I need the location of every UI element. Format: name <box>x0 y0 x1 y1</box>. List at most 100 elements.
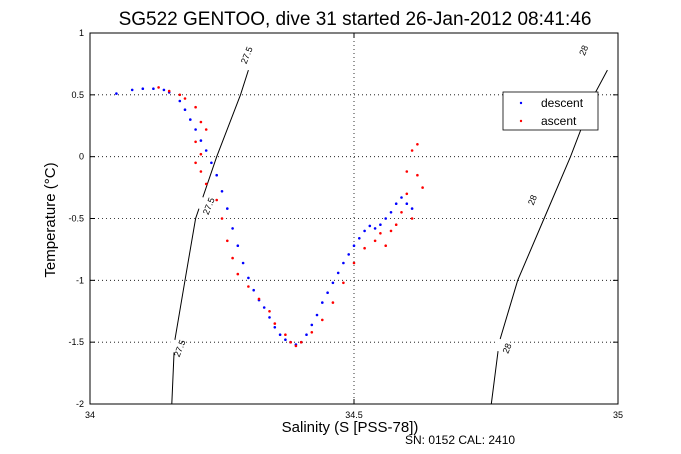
point-descent <box>379 223 382 226</box>
point-ascent <box>373 239 377 243</box>
point-ascent <box>294 344 298 348</box>
point-ascent <box>363 246 366 250</box>
legend: descent ascent <box>502 91 599 131</box>
point-descent <box>326 291 329 295</box>
point-descent <box>115 92 118 95</box>
point-descent <box>130 88 134 92</box>
point-ascent <box>183 97 187 100</box>
point-descent <box>384 217 388 220</box>
point-ascent <box>273 322 277 325</box>
point-descent <box>236 244 240 247</box>
point-descent <box>252 288 255 292</box>
point-descent <box>400 196 403 199</box>
contour-label-bg <box>571 40 597 60</box>
y-tick-label: -0.5 <box>68 214 84 224</box>
contour-label: 28 <box>501 342 514 355</box>
point-descent <box>262 306 266 309</box>
point-descent <box>231 227 234 230</box>
point-ascent <box>226 239 229 243</box>
point-descent <box>199 139 203 142</box>
point-descent <box>152 87 155 90</box>
y-tick-label: 0.5 <box>71 90 84 100</box>
point-ascent <box>321 318 324 322</box>
point-ascent <box>352 261 356 265</box>
point-ascent <box>236 272 240 276</box>
y-tick-label: -1 <box>76 275 84 285</box>
point-ascent <box>178 93 182 97</box>
point-ascent <box>299 340 303 344</box>
point-descent <box>141 87 145 90</box>
point-ascent <box>379 232 382 235</box>
y-tick-label: 1 <box>79 28 84 38</box>
point-descent <box>336 271 340 275</box>
footer-serial-cal: SN: 0152 CAL: 2410 <box>405 433 515 447</box>
y-tick-label: 0 <box>79 152 84 162</box>
point-ascent <box>394 223 398 226</box>
point-descent <box>310 323 314 327</box>
point-descent <box>178 99 182 103</box>
point-descent <box>226 207 229 210</box>
point-descent <box>284 338 287 342</box>
legend-marker-descent <box>519 101 523 105</box>
point-descent <box>204 149 208 152</box>
point-ascent <box>405 192 409 196</box>
legend-box <box>502 91 599 131</box>
point-descent <box>273 326 277 329</box>
point-ascent <box>405 170 409 173</box>
point-descent <box>405 202 409 205</box>
x-tick-label: 34.5 <box>345 410 363 420</box>
point-ascent <box>247 285 250 288</box>
axis-ticks: 34 34.5 35 -2 -1.5 -1 -0.5 0 0.5 1 <box>68 28 623 420</box>
point-descent <box>189 118 192 121</box>
point-descent <box>321 301 324 304</box>
point-ascent <box>268 310 271 313</box>
legend-label-ascent: ascent <box>541 114 577 128</box>
point-descent <box>410 207 414 210</box>
point-ascent <box>410 217 414 220</box>
legend-marker-ascent <box>519 119 523 123</box>
point-descent <box>315 313 319 317</box>
point-descent <box>373 227 377 230</box>
point-ascent <box>199 152 203 156</box>
point-ascent <box>410 149 414 152</box>
data-points <box>115 86 424 348</box>
point-descent <box>342 261 345 265</box>
point-descent <box>220 190 224 193</box>
x-tick-label: 35 <box>613 410 623 420</box>
point-descent <box>305 333 308 337</box>
point-ascent <box>204 182 208 186</box>
point-ascent <box>389 229 393 233</box>
point-ascent <box>167 89 171 93</box>
point-ascent <box>215 198 218 202</box>
point-ascent <box>289 340 292 344</box>
point-descent <box>347 253 351 256</box>
point-descent <box>247 276 250 280</box>
grid-lines <box>90 33 618 404</box>
contour-label-bg <box>234 45 260 65</box>
point-ascent <box>199 170 203 173</box>
point-descent <box>268 316 271 319</box>
chart-title: SG522 GENTOO, dive 31 started 26-Jan-201… <box>119 9 592 30</box>
point-descent <box>331 281 335 285</box>
contour-label-bg <box>196 196 222 216</box>
point-ascent <box>284 333 287 337</box>
point-descent <box>241 261 245 265</box>
point-ascent <box>231 256 234 260</box>
point-descent <box>368 224 372 228</box>
point-ascent <box>421 186 424 189</box>
point-ascent <box>331 301 335 304</box>
point-ascent <box>310 331 314 334</box>
point-ascent <box>194 105 197 109</box>
point-ascent <box>384 244 388 247</box>
point-descent <box>352 244 356 247</box>
contour-label-bg <box>167 338 193 359</box>
point-ascent <box>342 281 345 285</box>
point-ascent <box>416 143 419 146</box>
point-ascent <box>194 161 197 165</box>
contour-label-bg <box>494 338 520 359</box>
point-ascent <box>194 140 197 144</box>
point-descent <box>358 237 361 240</box>
point-descent <box>162 88 166 92</box>
point-ascent <box>257 297 261 301</box>
